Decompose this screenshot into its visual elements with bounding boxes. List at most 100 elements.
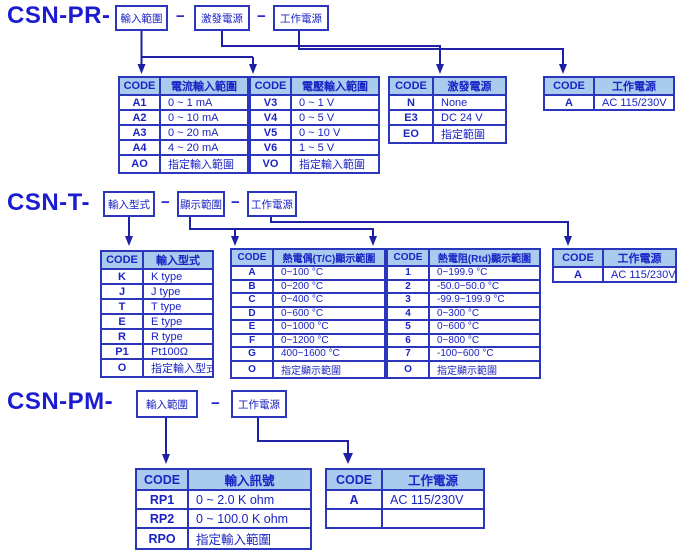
value-cell: T type (142, 298, 214, 315)
table-header-row: CODE 工作電源 (552, 248, 677, 268)
table-row: V5 0 ~ 10 V (249, 124, 380, 141)
table-header-row: CODE 熱電偶(T/C)顯示範圍 (230, 248, 386, 267)
field-box-input-type: 輸入型式 (103, 191, 155, 217)
table-row: V6 1 ~ 5 V (249, 139, 380, 156)
value-cell: 指定顯示範圍 (428, 359, 541, 379)
value-cell: 4 ~ 20 mA (159, 139, 249, 156)
column-header: CODE (325, 468, 383, 491)
table-tc-display-range: CODE 熱電偶(T/C)顯示範圍 A 0~100 °C B 0~200 °C C 0~400… (230, 248, 386, 379)
dash-separator: − (211, 395, 220, 412)
code-cell: O (386, 359, 430, 379)
table-row: 5 0~600 °C (386, 319, 541, 335)
code-cell: A (552, 266, 604, 283)
value-cell: 指定輸入型式 (142, 358, 214, 378)
dash-separator: − (161, 194, 170, 211)
field-box-input-range-pr: 輸入範圍 (115, 5, 168, 31)
table-row: G 400~1600 °C (230, 346, 386, 362)
value-cell (381, 508, 485, 529)
code-cell: EO (388, 124, 434, 144)
column-header: CODE (230, 248, 274, 267)
table-rtd-display-range: CODE 熱電阻(Rtd)顯示範圍 1 0~199.9 °C 2 -50.0~50.0 °… (386, 248, 541, 379)
table-row: A AC 115/230V (552, 266, 677, 283)
table-input-type: CODE 輸入型式 K K type J J type T T type E E type R R t… (100, 250, 214, 378)
value-cell: AC 115/230V (381, 489, 485, 510)
code-cell: RP2 (135, 508, 189, 529)
code-cell: E (230, 319, 274, 335)
code-cell: E3 (388, 109, 434, 126)
table-working-power-pr: CODE 工作電源 A AC 115/230V (543, 76, 675, 111)
table-header-row: CODE 工作電源 (543, 76, 675, 96)
table-row: P1 Pt100Ω (100, 343, 214, 360)
table-header-row: CODE 電壓輸入範圍 (249, 76, 380, 96)
value-cell: 0~100 °C (272, 265, 386, 281)
table-row: A 0~100 °C (230, 265, 386, 281)
table-header-row: CODE 電流輸入範圍 (118, 76, 249, 96)
table-row: E 0~1000 °C (230, 319, 386, 335)
value-cell: E type (142, 313, 214, 330)
table-row: V4 0 ~ 5 V (249, 109, 380, 126)
code-cell: V5 (249, 124, 292, 141)
value-cell: -50.0~50.0 °C (428, 278, 541, 294)
code-cell: V4 (249, 109, 292, 126)
value-cell: 0 ~ 2.0 K ohm (187, 489, 312, 510)
table-row: A AC 115/230V (325, 489, 485, 510)
table-header-row: CODE 工作電源 (325, 468, 485, 491)
code-cell: A4 (118, 139, 161, 156)
code-cell: VO (249, 154, 292, 174)
value-cell: 0 ~ 5 V (290, 109, 380, 126)
table-row: 7 -100~600 °C (386, 346, 541, 362)
value-cell: 1 ~ 5 V (290, 139, 380, 156)
code-cell: 6 (386, 332, 430, 348)
table-row: VO 指定輸入範圍 (249, 154, 380, 174)
value-cell: 0 ~ 1 mA (159, 94, 249, 111)
value-cell: 0~1000 °C (272, 319, 386, 335)
table-row: EO 指定範圍 (388, 124, 507, 144)
table-header-row: CODE 輸入訊號 (135, 468, 312, 491)
code-cell: 7 (386, 346, 430, 362)
value-cell: 0 ~ 10 mA (159, 109, 249, 126)
code-cell: O (230, 359, 274, 379)
table-excitation-power: CODE 激發電源 N None E3 DC 24 V EO 指定範圍 (388, 76, 507, 144)
value-cell: 0~400 °C (272, 292, 386, 308)
code-cell: A (230, 265, 274, 281)
model-title-csn-pr: CSN-PR- (7, 2, 111, 29)
table-row: 3 -99.9~199.9 °C (386, 292, 541, 308)
table-row: O 指定顯示範圍 (386, 359, 541, 379)
column-header: CODE (135, 468, 189, 491)
value-cell: 指定輸入範圍 (187, 527, 312, 550)
table-row: N None (388, 94, 507, 111)
field-box-working-power-t: 工作電源 (247, 191, 297, 217)
code-cell: E (100, 313, 144, 330)
dash-separator: − (257, 8, 266, 25)
column-header: 工作電源 (381, 468, 485, 491)
code-cell: A (543, 94, 595, 111)
table-row: A2 0 ~ 10 mA (118, 109, 249, 126)
code-cell: 2 (386, 278, 430, 294)
code-cell: A3 (118, 124, 161, 141)
column-header: 工作電源 (593, 76, 675, 96)
table-input-signal: CODE 輸入訊號 RP1 0 ~ 2.0 K ohm RP2 0 ~ 100.0 K o… (135, 468, 312, 550)
table-row (325, 508, 485, 529)
value-cell: 指定輸入範圍 (290, 154, 380, 174)
table-row: A4 4 ~ 20 mA (118, 139, 249, 156)
table-header-row: CODE 激發電源 (388, 76, 507, 96)
table-row: V3 0 ~ 1 V (249, 94, 380, 111)
table-row: AO 指定輸入範圍 (118, 154, 249, 174)
value-cell: R type (142, 328, 214, 345)
code-cell: C (230, 292, 274, 308)
table-row: A1 0 ~ 1 mA (118, 94, 249, 111)
value-cell: 0~600 °C (272, 305, 386, 321)
value-cell: None (432, 94, 507, 111)
table-row: O 指定輸入型式 (100, 358, 214, 378)
table-row: 4 0~300 °C (386, 305, 541, 321)
code-cell: A2 (118, 109, 161, 126)
table-voltage-input-range: CODE 電壓輸入範圍 V3 0 ~ 1 V V4 0 ~ 5 V V5 0 ~ 10 V V6… (249, 76, 380, 174)
value-cell: 0~300 °C (428, 305, 541, 321)
code-cell: B (230, 278, 274, 294)
code-cell: P1 (100, 343, 144, 360)
column-header: 輸入訊號 (187, 468, 312, 491)
code-cell: G (230, 346, 274, 362)
